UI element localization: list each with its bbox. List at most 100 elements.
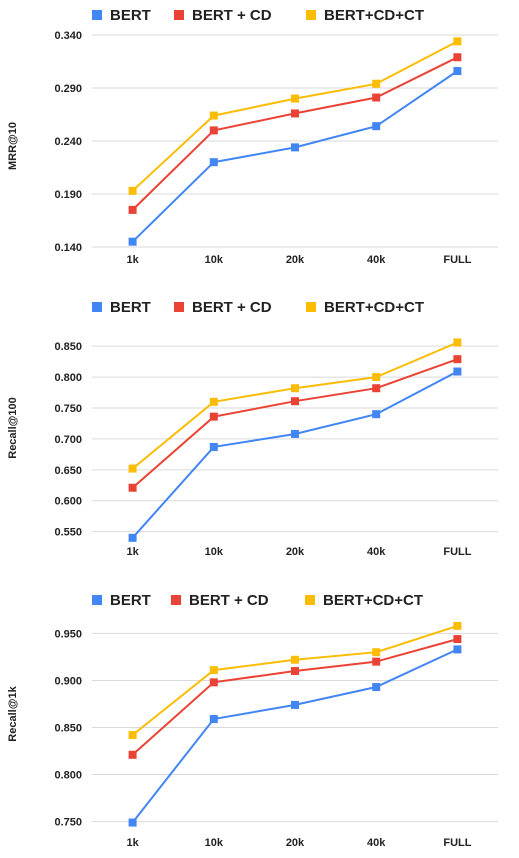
data-point: [453, 37, 462, 46]
y-tick-label: 0.800: [54, 372, 82, 384]
data-point: [372, 384, 381, 393]
legend-swatch-3: [306, 302, 316, 312]
x-tick-label: 1k: [126, 254, 139, 266]
x-tick-label: FULL: [443, 546, 471, 558]
y-tick-label: 0.750: [54, 817, 82, 829]
legend-swatch-1: [92, 302, 102, 312]
y-tick-label: 0.290: [54, 83, 82, 95]
legend-label-3: BERT+CD+CT: [324, 7, 424, 24]
data-point: [128, 464, 137, 473]
data-point: [372, 410, 381, 419]
legend-swatch-3: [306, 10, 316, 20]
data-point: [291, 94, 299, 103]
x-tick-label: 1k: [126, 546, 139, 558]
data-point: [291, 109, 299, 118]
data-point: [372, 657, 381, 666]
y-tick-label: 0.850: [54, 723, 82, 735]
chart-panel-2: BERT BERT + CD BERT+CD+CT 0.550 0.600 0.650 0.…: [7, 299, 498, 558]
data-point: [291, 655, 299, 664]
data-point: [372, 79, 381, 88]
data-point: [209, 442, 218, 451]
legend-label-3: BERT+CD+CT: [323, 592, 423, 609]
data-point: [209, 412, 218, 421]
x-tick-label: 40k: [367, 546, 386, 558]
data-point: [209, 678, 218, 687]
legend-swatch-1: [92, 10, 102, 20]
x-tick-label: 1k: [126, 837, 139, 849]
y-tick-label: 0.750: [54, 403, 82, 415]
legend-label-1: BERT: [110, 299, 151, 316]
x-tick-label: 20k: [286, 837, 305, 849]
data-point: [372, 122, 381, 131]
x-tick-label: FULL: [443, 254, 471, 266]
data-point: [209, 666, 218, 675]
legend-swatch-3: [305, 595, 315, 605]
data-point: [128, 750, 137, 759]
data-point: [209, 158, 218, 167]
y-tick-label: 0.650: [54, 465, 82, 477]
data-point: [209, 111, 218, 120]
series-line-1: [131, 370, 458, 539]
data-point: [453, 355, 462, 364]
data-point: [453, 67, 462, 76]
data-point: [128, 186, 137, 195]
data-point: [128, 483, 137, 492]
legend-swatch-2: [174, 302, 184, 312]
y-tick-label: 0.950: [54, 628, 82, 640]
series-line-3: [131, 341, 458, 470]
data-point: [453, 367, 462, 376]
legend-label-2: BERT + CD: [192, 7, 272, 24]
y-tick-label: 0.340: [54, 30, 82, 42]
y-axis-label: Recall@100: [7, 397, 19, 459]
legend-label-2: BERT + CD: [192, 299, 272, 316]
y-tick-label: 0.800: [54, 770, 82, 782]
x-tick-label: 40k: [367, 837, 386, 849]
legend-swatch-2: [171, 595, 181, 605]
legend-label-1: BERT: [110, 7, 151, 24]
series-line-2: [131, 56, 458, 211]
x-tick-label: 20k: [286, 254, 305, 266]
series-line-2: [131, 358, 458, 489]
x-tick-label: 20k: [286, 546, 305, 558]
y-tick-label: 0.900: [54, 675, 82, 687]
y-tick-label: 0.550: [54, 527, 82, 539]
y-axis-label: Recall@1k: [7, 685, 19, 741]
data-point: [372, 683, 381, 692]
y-axis-label: MRR@10: [7, 122, 19, 170]
x-tick-label: 10k: [205, 254, 224, 266]
x-tick-label: 10k: [205, 546, 224, 558]
x-tick-label: 40k: [367, 254, 386, 266]
legend-swatch-2: [174, 10, 184, 20]
data-point: [372, 93, 381, 102]
x-tick-label: FULL: [443, 837, 471, 849]
y-tick-label: 0.850: [54, 341, 82, 353]
x-tick-label: 10k: [205, 837, 224, 849]
data-point: [453, 53, 462, 62]
data-point: [291, 667, 299, 676]
data-point: [128, 205, 137, 214]
data-point: [372, 373, 381, 382]
data-point: [453, 338, 462, 347]
y-tick-label: 0.700: [54, 434, 82, 446]
legend-label-1: BERT: [110, 592, 151, 609]
data-point: [291, 143, 299, 152]
legend-label-3: BERT+CD+CT: [324, 299, 424, 316]
data-point: [291, 700, 299, 709]
data-point: [453, 635, 462, 644]
data-point: [372, 648, 381, 657]
y-tick-label: 0.240: [54, 136, 82, 148]
data-point: [291, 429, 299, 438]
data-point: [128, 237, 137, 246]
data-point: [291, 384, 299, 393]
y-tick-label: 0.600: [54, 496, 82, 508]
series-line-1: [131, 648, 458, 824]
chart-panel-3: BERT BERT + CD BERT+CD+CT 0.750 0.800 0.850 0.…: [7, 592, 498, 849]
legend-swatch-1: [92, 595, 102, 605]
data-point: [128, 818, 137, 827]
data-point: [209, 715, 218, 724]
legend-label-2: BERT + CD: [189, 592, 269, 609]
data-point: [128, 731, 137, 740]
data-point: [128, 533, 137, 542]
